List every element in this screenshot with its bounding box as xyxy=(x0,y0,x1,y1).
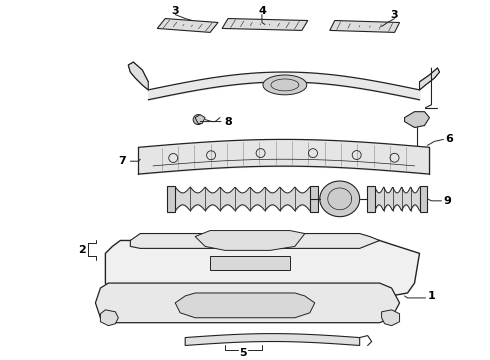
Text: 9: 9 xyxy=(443,196,451,206)
Polygon shape xyxy=(382,310,399,326)
Polygon shape xyxy=(100,310,119,326)
Text: 2: 2 xyxy=(78,246,86,255)
Polygon shape xyxy=(320,181,360,217)
Polygon shape xyxy=(128,62,148,90)
Circle shape xyxy=(413,114,422,125)
Text: 3: 3 xyxy=(172,6,179,15)
Polygon shape xyxy=(195,230,305,250)
Text: 5: 5 xyxy=(239,348,247,359)
Polygon shape xyxy=(367,186,375,212)
Polygon shape xyxy=(210,256,290,270)
Polygon shape xyxy=(222,18,308,30)
Circle shape xyxy=(193,114,203,125)
Polygon shape xyxy=(405,112,429,127)
Polygon shape xyxy=(175,293,315,318)
Polygon shape xyxy=(310,186,318,212)
Polygon shape xyxy=(419,186,427,212)
Text: 7: 7 xyxy=(119,156,126,166)
Polygon shape xyxy=(263,75,307,95)
Polygon shape xyxy=(130,234,380,248)
Text: 3: 3 xyxy=(391,10,398,19)
Polygon shape xyxy=(96,283,399,323)
Polygon shape xyxy=(185,334,360,346)
Text: 6: 6 xyxy=(445,134,453,144)
Text: 8: 8 xyxy=(224,117,232,127)
Polygon shape xyxy=(195,114,205,123)
Polygon shape xyxy=(419,68,440,90)
Polygon shape xyxy=(330,21,399,32)
Polygon shape xyxy=(105,240,419,298)
Text: 4: 4 xyxy=(258,6,266,15)
Text: 1: 1 xyxy=(428,291,435,301)
Polygon shape xyxy=(167,186,175,212)
Polygon shape xyxy=(157,18,218,32)
